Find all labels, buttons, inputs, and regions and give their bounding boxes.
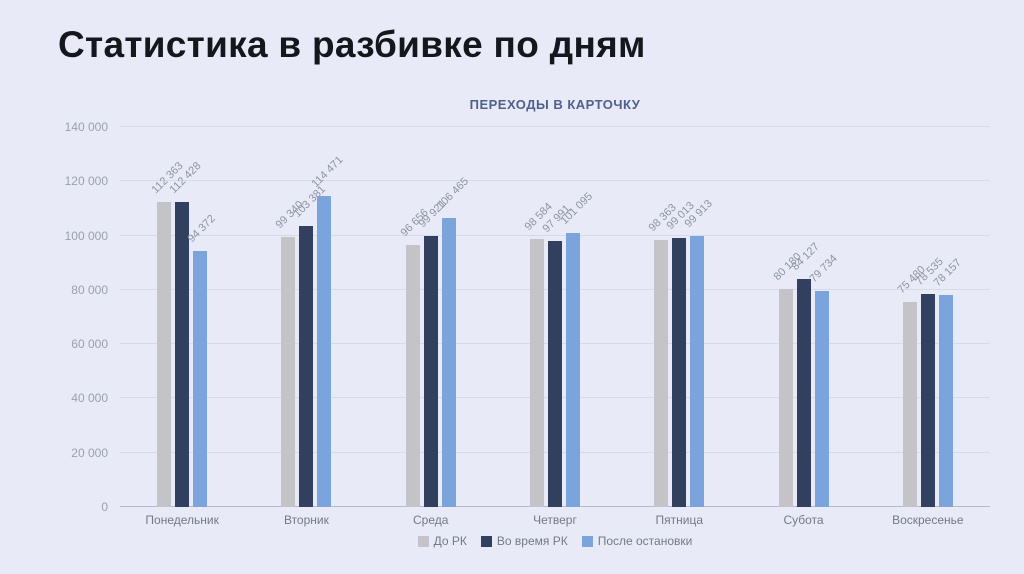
legend-swatch-icon: [417, 535, 429, 547]
bar[interactable]: [796, 278, 811, 507]
bar[interactable]: [565, 232, 580, 507]
legend-item[interactable]: До РК: [417, 534, 467, 548]
page-title: Статистика в разбивке по дням: [58, 24, 646, 65]
legend-item[interactable]: После остановки: [581, 534, 693, 548]
bar-wrap: 101 095: [558, 127, 595, 507]
legend-swatch-icon: [480, 535, 492, 547]
bar[interactable]: [778, 289, 793, 507]
bar-group: 80 180 84 127 79 734: [741, 127, 865, 507]
bar-wrap: 103 381: [292, 127, 329, 507]
bar-wrap: 99 340: [274, 127, 306, 507]
bar-wrap: 99 913: [683, 127, 715, 507]
y-tick-label: 60 000: [71, 337, 108, 352]
x-category-label: Пятница: [655, 513, 704, 527]
bar-group: 99 340 103 381 114 471: [244, 127, 368, 507]
bar[interactable]: [672, 238, 687, 507]
bar-wrap: 96 656: [398, 127, 431, 507]
bar-wrap: 78 157: [931, 127, 964, 507]
legend-item[interactable]: Во время РК: [480, 534, 568, 548]
bar-value-label: 106 465: [434, 175, 471, 213]
plot-area: 0 20 000 40 000 60 000 80 000 100 000 120 000 1…: [65, 120, 990, 514]
bar[interactable]: [175, 201, 190, 507]
bar-wrap: 99 013: [665, 127, 697, 507]
x-category-label: Четверг: [533, 513, 577, 527]
y-tick-label: 80 000: [71, 282, 108, 297]
bar-group: 112 363 112 428 94 372: [120, 127, 244, 507]
bar-group: 96 656 99 921 106 465: [369, 127, 493, 507]
y-tick-label: 120 000: [64, 174, 108, 189]
x-axis-labels: Понедельник Вторник Среда Четверг Пятница Суб…: [120, 513, 990, 527]
bar-wrap: 80 180: [771, 127, 803, 507]
bar-wrap: 112 363: [150, 127, 186, 507]
x-category-label: Среда: [412, 513, 449, 527]
bar[interactable]: [529, 239, 544, 507]
bar[interactable]: [902, 302, 917, 507]
bar-group: 75 480 78 535 78 157: [866, 127, 990, 507]
bar[interactable]: [281, 237, 296, 507]
chart-legend: До РК Во время РК После остановки: [120, 534, 990, 548]
bar[interactable]: [938, 294, 953, 507]
bar-value-label: 114 471: [309, 154, 346, 191]
bar[interactable]: [441, 218, 456, 507]
bar[interactable]: [690, 235, 705, 507]
bar-wrap: 98 363: [647, 127, 679, 507]
y-tick-label: 140 000: [64, 120, 108, 134]
x-category-label: Вторник: [283, 513, 329, 527]
bar-groups: 112 363 112 428 94 372 99 340 103 381 114 471…: [120, 127, 990, 507]
chart-title: ПЕРЕХОДЫ В КАРТОЧКУ: [469, 97, 641, 112]
bar-wrap: 99 921: [416, 127, 449, 507]
bar-value-label: 94 372: [185, 212, 218, 245]
bar-wrap: 112 428: [168, 127, 204, 507]
bar[interactable]: [814, 290, 829, 507]
bar[interactable]: [547, 241, 562, 507]
bar[interactable]: [920, 293, 935, 507]
bar[interactable]: [405, 244, 420, 507]
x-category-label: Воскресенье: [892, 513, 964, 527]
bar[interactable]: [317, 196, 332, 507]
bar-wrap: 106 465: [434, 127, 471, 507]
gridline: [120, 234, 990, 236]
gridline: [120, 180, 990, 182]
x-category-label: Понедельник: [145, 513, 219, 527]
bar-wrap: 98 584: [522, 127, 555, 507]
legend-label: Во время РК: [496, 534, 568, 548]
y-tick-label: 100 000: [64, 228, 108, 243]
bar-wrap: 75 480: [895, 127, 928, 507]
bar[interactable]: [423, 235, 438, 507]
y-tick-label: 0: [101, 500, 108, 514]
y-tick-label: 20 000: [71, 445, 108, 460]
bar[interactable]: [654, 240, 669, 507]
bar-wrap: 79 734: [807, 127, 839, 507]
bar-group: 98 584 97 991 101 095: [493, 127, 617, 507]
bar-wrap: 84 127: [789, 127, 821, 507]
bar-wrap: 94 372: [186, 127, 218, 507]
legend-label: До РК: [433, 534, 467, 548]
bar[interactable]: [193, 250, 208, 507]
bar-wrap: 97 991: [540, 127, 573, 507]
bar-wrap: 114 471: [310, 127, 346, 507]
bar[interactable]: [299, 226, 314, 507]
y-tick-label: 40 000: [71, 391, 108, 406]
x-category-label: Субота: [783, 513, 824, 527]
gridline: [120, 126, 990, 127]
legend-label: После остановки: [597, 534, 693, 548]
legend-swatch-icon: [581, 535, 593, 547]
bar[interactable]: [157, 202, 172, 507]
bar-group: 98 363 99 013 99 913: [617, 127, 741, 507]
bar-wrap: 78 535: [913, 127, 946, 507]
